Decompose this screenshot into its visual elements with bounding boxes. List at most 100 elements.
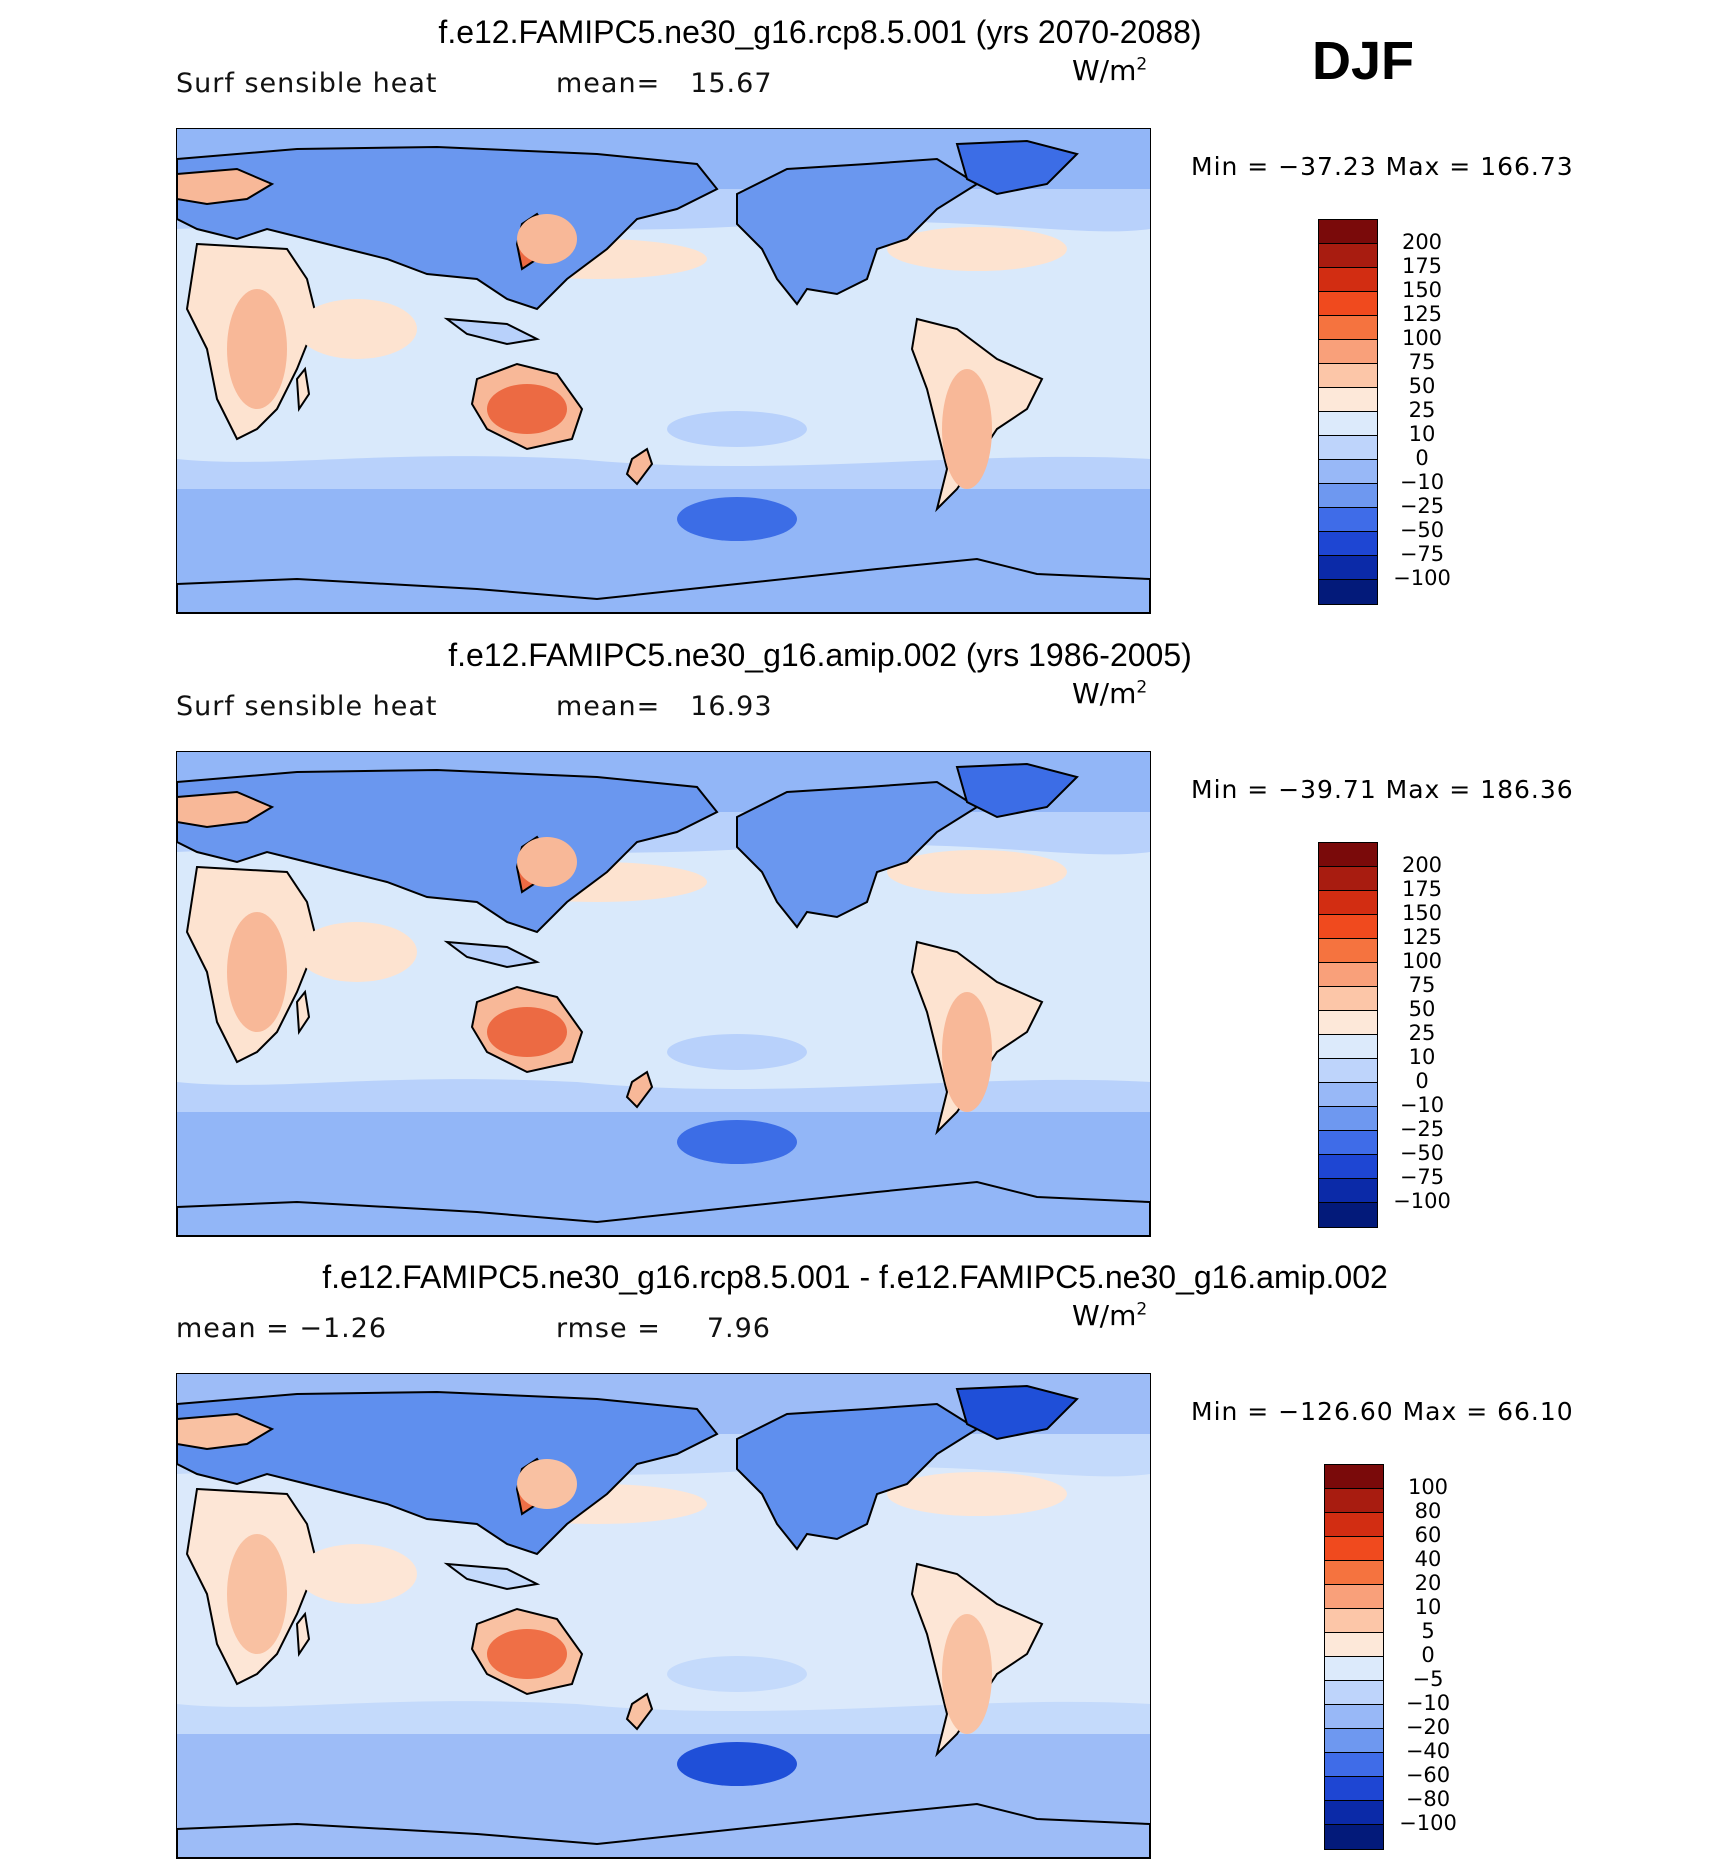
world-map (176, 128, 1151, 614)
colorbar-tick-label: −100 (1393, 1189, 1451, 1213)
stat-value: 15.67 (690, 68, 773, 99)
colorbar-tick-label: 0 (1415, 446, 1429, 470)
colorbar-tick-label: 200 (1401, 853, 1443, 877)
colorbar-segment (1319, 1059, 1377, 1083)
world-map (176, 1373, 1151, 1859)
colorbar-tick-label: 0 (1421, 1643, 1435, 1667)
units-base: W/m (1072, 677, 1137, 710)
colorbar-tick-label: 75 (1408, 350, 1436, 374)
colorbar-tick-label: 10 (1408, 422, 1436, 446)
colorbar-segment (1325, 1561, 1383, 1585)
colorbar-tick-label: 10 (1414, 1595, 1442, 1619)
units-label: W/m2 (1072, 1299, 1147, 1332)
colorbar-segment (1319, 1083, 1377, 1107)
colorbar-tick-label: 25 (1408, 398, 1436, 422)
panel-title: f.e12.FAMIPC5.ne30_g16.rcp8.5.001 (yrs 2… (438, 14, 1202, 50)
colorbar-tick-label: −75 (1399, 542, 1445, 566)
colorbar-segment (1325, 1489, 1383, 1513)
colorbar-tick-label: −25 (1399, 1117, 1445, 1141)
colorbar-tick-label: 25 (1408, 1021, 1436, 1045)
colorbar-tick-label: −10 (1399, 470, 1445, 494)
colorbar-segment (1325, 1585, 1383, 1609)
mean-label: mean = −1.26 (176, 1313, 388, 1344)
colorbar-tick-label: 0 (1415, 1069, 1429, 1093)
colorbar-tick-label: 40 (1414, 1547, 1442, 1571)
stat-value: 16.93 (690, 691, 773, 722)
colorbar-segment (1319, 556, 1377, 580)
colorbar-tick-label: 50 (1408, 374, 1436, 398)
variable-label: Surf sensible heat (176, 691, 438, 722)
colorbar-tick-label: 50 (1408, 997, 1436, 1021)
colorbar-segment (1319, 460, 1377, 484)
colorbar-segment (1319, 939, 1377, 963)
variable-label: Surf sensible heat (176, 68, 438, 99)
colorbar-segment (1319, 1155, 1377, 1179)
colorbar-tick-label: 200 (1401, 230, 1443, 254)
panel-title: f.e12.FAMIPC5.ne30_g16.rcp8.5.001 - f.e1… (322, 1259, 1388, 1295)
colorbar-segment (1319, 580, 1377, 604)
units-base: W/m (1072, 1299, 1137, 1332)
units-exponent: 2 (1136, 54, 1148, 75)
colorbar (1318, 842, 1378, 1228)
colorbar-tick-label: 20 (1414, 1571, 1442, 1595)
colorbar-tick-label: 175 (1401, 254, 1443, 278)
colorbar-tick-label: −25 (1399, 494, 1445, 518)
colorbar-segment (1325, 1729, 1383, 1753)
colorbar-tick-label: −10 (1405, 1691, 1451, 1715)
colorbar-segment (1319, 1107, 1377, 1131)
colorbar-tick-label: −10 (1399, 1093, 1445, 1117)
colorbar (1324, 1464, 1384, 1850)
colorbar-segment (1319, 987, 1377, 1011)
colorbar-segment (1319, 1203, 1377, 1227)
colorbar-tick-label: −75 (1399, 1165, 1445, 1189)
colorbar-tick-label: 60 (1414, 1523, 1442, 1547)
colorbar-tick-label: −100 (1393, 566, 1451, 590)
units-exponent: 2 (1136, 677, 1148, 698)
colorbar-tick-label: −50 (1399, 1141, 1445, 1165)
colorbar-segment (1319, 412, 1377, 436)
colorbar-segment (1319, 843, 1377, 867)
colorbar-segment (1319, 532, 1377, 556)
colorbar-segment (1325, 1705, 1383, 1729)
colorbar-segment (1325, 1465, 1383, 1489)
colorbar-segment (1319, 1131, 1377, 1155)
panel-title: f.e12.FAMIPC5.ne30_g16.amip.002 (yrs 198… (448, 637, 1192, 673)
colorbar-segment (1319, 244, 1377, 268)
stat-label: rmse = (556, 1313, 661, 1344)
colorbar-segment (1319, 1179, 1377, 1203)
colorbar-segment (1325, 1537, 1383, 1561)
colorbar-tick-label: −80 (1405, 1787, 1451, 1811)
colorbar-segment (1319, 1011, 1377, 1035)
colorbar-segment (1319, 963, 1377, 987)
stat-label: mean= (556, 691, 661, 722)
colorbar-segment (1319, 508, 1377, 532)
colorbar-tick-label: −60 (1405, 1763, 1451, 1787)
colorbar-tick-label: −20 (1405, 1715, 1451, 1739)
colorbar-segment (1319, 867, 1377, 891)
colorbar-segment (1319, 436, 1377, 460)
colorbar-segment (1325, 1825, 1383, 1849)
colorbar-segment (1319, 388, 1377, 412)
min-max-label: Min = −39.71 Max = 186.36 (1191, 775, 1574, 804)
min-max-label: Min = −126.60 Max = 66.10 (1191, 1397, 1574, 1426)
colorbar-segment (1319, 364, 1377, 388)
colorbar-segment (1319, 484, 1377, 508)
colorbar-segment (1325, 1609, 1383, 1633)
colorbar-tick-label: −5 (1412, 1667, 1444, 1691)
colorbar-tick-label: 150 (1401, 901, 1443, 925)
colorbar-tick-label: −50 (1399, 518, 1445, 542)
map-panel-difference: f.e12.FAMIPC5.ne30_g16.rcp8.5.001 - f.e1… (0, 1245, 1710, 1867)
colorbar-tick-label: 75 (1408, 973, 1436, 997)
colorbar-segment (1319, 340, 1377, 364)
colorbar-segment (1325, 1681, 1383, 1705)
mean-stat: mean= 15.67 (556, 68, 773, 99)
colorbar-segment (1319, 891, 1377, 915)
colorbar-segment (1325, 1657, 1383, 1681)
colorbar-segment (1319, 915, 1377, 939)
colorbar-segment (1325, 1777, 1383, 1801)
colorbar-tick-label: 175 (1401, 877, 1443, 901)
colorbar-segment (1319, 292, 1377, 316)
colorbar-tick-label: 100 (1401, 949, 1443, 973)
colorbar-segment (1325, 1801, 1383, 1825)
colorbar-tick-label: 125 (1401, 302, 1443, 326)
